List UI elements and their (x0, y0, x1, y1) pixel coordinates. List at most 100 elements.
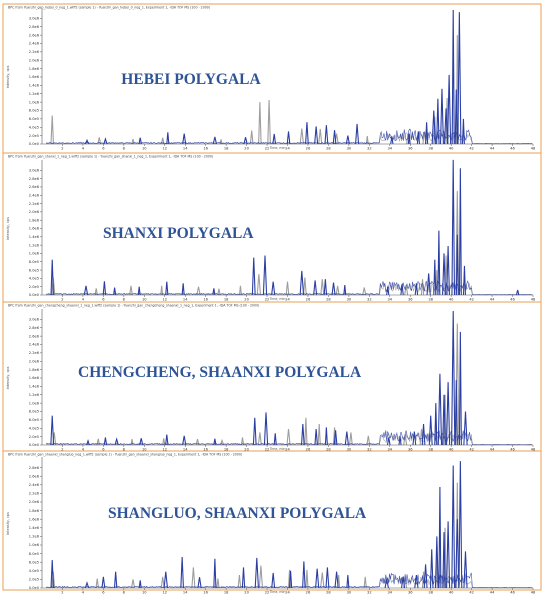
y-tick-label: 1.6e6 (29, 517, 40, 521)
chromatogram-peak (428, 415, 433, 446)
y-tick-label: 1.4e6 (29, 385, 40, 389)
chromatogram-peak (160, 576, 165, 589)
x-tick-label: 10 (142, 591, 147, 594)
chromatogram-peak (437, 230, 441, 296)
x-tick-label: 28 (326, 147, 331, 151)
x-tick-label: 32 (367, 448, 372, 452)
chromatogram-peak (258, 102, 262, 145)
y-tick-label: 2.2e6 (29, 492, 40, 496)
chromatogram-peak (263, 412, 269, 446)
x-tick-label: 28 (326, 298, 331, 302)
chromatogram-peak (130, 579, 136, 589)
chromatogram-peak (414, 575, 419, 589)
y-tick-label: 4.0e5 (29, 569, 39, 573)
chromatogram-peak (442, 253, 446, 296)
y-tick-label: 2.0e5 (29, 578, 39, 582)
sample-label: SHANXI POLYGALA (103, 225, 254, 242)
x-tick-label: 22 (265, 147, 270, 151)
chromatogram-peak (299, 270, 305, 296)
baseline-trace (45, 430, 533, 446)
chromatogram-peak (320, 279, 325, 296)
chromatogram-peak (94, 288, 98, 296)
x-tick-label: 36 (408, 448, 413, 452)
x-tick-label: 38 (428, 298, 433, 302)
chromatogram-peak (50, 415, 55, 446)
x-tick-label: 16 (203, 147, 208, 151)
y-tick-label: 1.0e6 (29, 401, 40, 405)
x-tick-label: 24 (285, 298, 290, 302)
chromatogram-peak (390, 136, 394, 145)
y-tick-label: 2.4e6 (29, 42, 40, 46)
y-tick-label: 0.0e0 (29, 293, 40, 297)
chromatogram-peak (272, 133, 277, 145)
chromatogram-peak (305, 122, 309, 145)
x-tick-label: 16 (203, 591, 208, 594)
chromatogram-peak (320, 572, 325, 589)
chromatogram-peak (101, 576, 106, 589)
chromatogram-peak (455, 234, 459, 296)
chromatogram-peak (313, 280, 318, 296)
x-tick-label: 32 (367, 591, 372, 594)
x-tick-label: 34 (388, 147, 393, 151)
chromatogram-peak (86, 438, 90, 446)
x-tick-label: 14 (183, 298, 188, 302)
x-tick-label: 38 (428, 448, 433, 452)
chromatogram-peak (314, 126, 319, 145)
chromatogram-peak (458, 461, 463, 589)
chromatogram-peak (442, 532, 446, 589)
chromatogram-peak (50, 115, 55, 145)
x-tick-label: 16 (203, 448, 208, 452)
x-tick-label: 14 (183, 591, 188, 594)
chromatogram-peak (421, 424, 426, 446)
chromatogram-peak (366, 435, 371, 446)
y-tick-label: 2.8e6 (29, 326, 40, 330)
y-tick-label: 2.6e6 (29, 334, 40, 338)
chromatogram-peak (138, 580, 142, 589)
chromatogram-peak (262, 255, 268, 296)
chromatogram-peak (455, 519, 460, 589)
x-tick-label: 20 (244, 448, 249, 452)
chromatogram-panel: BPC from Yuanzhi_gan_shaanxi_shangluo_ne… (2, 450, 542, 594)
x-tick-label: 28 (326, 448, 331, 452)
y-tick-label: 1.0e6 (29, 252, 40, 256)
chromatogram-peak (240, 437, 245, 446)
x-tick-label: 30 (347, 298, 352, 302)
chromatogram-peak (442, 394, 446, 446)
chromatogram-peak (463, 411, 468, 446)
chromatogram-peak (343, 284, 347, 296)
chromatogram-peak (191, 567, 196, 589)
chromatogram-peak (454, 89, 458, 145)
baseline-trace (46, 279, 533, 296)
y-tick-label: 1.8e6 (29, 368, 40, 372)
x-tick-label: 38 (428, 147, 433, 151)
series-blue (45, 310, 533, 446)
x-tick-label: 40 (449, 147, 454, 151)
y-tick-label: 6.0e5 (29, 117, 39, 121)
x-tick-label: 24 (285, 147, 290, 151)
chromatogram-peak (213, 438, 217, 446)
x-tick-label: 10 (142, 147, 147, 151)
x-tick-label: 36 (408, 298, 413, 302)
chromatogram-peak (331, 282, 336, 296)
x-tick-label: 42 (469, 298, 474, 302)
chromatogram-peak (258, 565, 264, 589)
chromatogram-peak (216, 578, 220, 589)
x-tick-label: 42 (469, 591, 474, 594)
y-tick-label: 2.8e6 (29, 466, 40, 470)
chromatogram-peak (84, 581, 90, 589)
panel-header: BPC from Yuanzhi_gan_chengcheng_shaanxi_… (8, 304, 259, 308)
chromatogram-peak (102, 281, 107, 296)
chromatogram-peak (335, 285, 340, 296)
chromatogram-peak (323, 279, 328, 296)
panel-header: BPC from Yuanzhi_gan_shanxi_1_neg_1.wiff… (8, 155, 213, 159)
chromatogram-peak (251, 257, 256, 296)
chromatogram-peak (426, 273, 431, 296)
chromatogram-peak (50, 560, 54, 589)
chromatogram-peak (182, 435, 187, 446)
y-tick-label: 2.0e6 (29, 58, 40, 62)
chromatogram-peak (414, 283, 419, 296)
chromatogram-peak (318, 128, 323, 145)
x-tick-label: 6 (102, 147, 105, 151)
x-tick-label: 26 (306, 591, 311, 594)
